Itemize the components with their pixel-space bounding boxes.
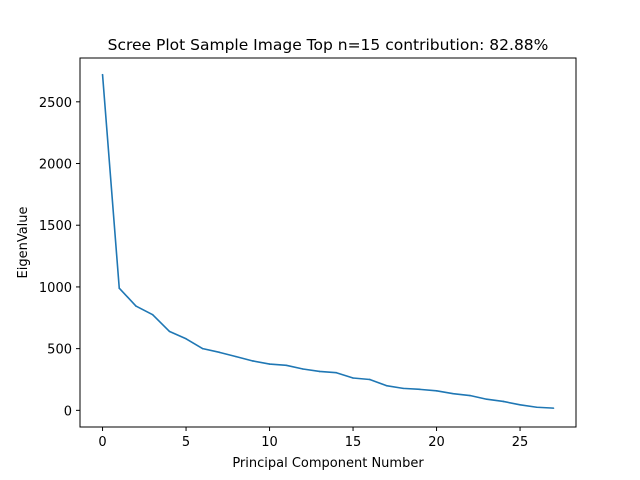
x-tick-label: 0 [98, 435, 106, 450]
axes-frame [79, 57, 577, 428]
eigenvalue-line [101, 74, 554, 409]
y-axis-label: EigenValue [16, 206, 31, 278]
x-tick-label: 5 [182, 435, 190, 450]
x-tick-label: 20 [428, 435, 445, 450]
y-tick-label: 1500 [39, 219, 72, 234]
axis-ticks: 0 5 10 15 20 25 0 500 1000 1500 2000 2500 [39, 96, 528, 450]
chart-title: Scree Plot Sample Image Top n=15 contrib… [108, 36, 549, 54]
x-tick-label: 25 [512, 435, 529, 450]
y-tick-label: 0 [64, 404, 72, 419]
x-tick-label: 15 [345, 435, 362, 450]
y-tick-label: 2000 [39, 158, 72, 173]
x-axis-label: Principal Component Number [232, 456, 424, 471]
y-tick-label: 2500 [39, 96, 72, 111]
y-tick-label: 500 [47, 343, 72, 358]
y-tick-label: 1000 [39, 281, 72, 296]
x-tick-label: 10 [261, 435, 278, 450]
